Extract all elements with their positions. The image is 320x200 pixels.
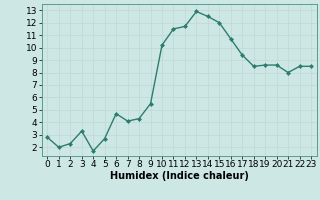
X-axis label: Humidex (Indice chaleur): Humidex (Indice chaleur) <box>110 171 249 181</box>
